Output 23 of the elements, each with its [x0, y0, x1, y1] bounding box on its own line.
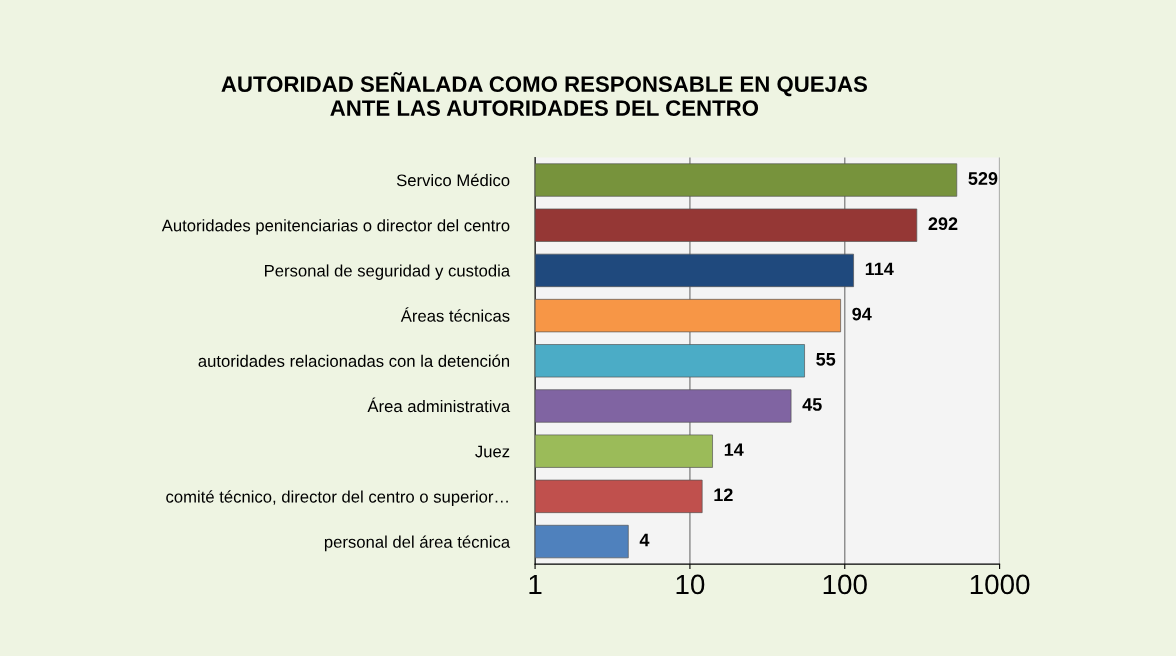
x-tick-label: 100 — [823, 574, 867, 595]
y-tick-label: Áreas técnicas — [400, 307, 510, 322]
y-tick-label: Servico Médico — [396, 173, 510, 187]
data-label: 4 — [639, 533, 650, 547]
y-tick-label: Personal de seguridad y custodia — [265, 264, 511, 280]
x-tick-label: 1 — [529, 574, 542, 595]
x-tick-label: 1000 — [970, 574, 1030, 595]
data-label: 94 — [852, 307, 872, 321]
x-tick-label: 10 — [676, 574, 705, 595]
data-label: 529 — [968, 172, 998, 185]
chart-title: AUTORIDAD SEÑALADA COMO RESPONSABLE EN QUEJAS ANTE LAS AUTORIDADES DEL CENTRO — [221, 72, 867, 116]
data-label: 292 — [928, 217, 958, 231]
data-label: 114 — [865, 262, 894, 276]
data-label: 14 — [724, 443, 744, 456]
y-tick-label: Juez — [475, 445, 510, 458]
y-tick-label: Área administrativa — [367, 397, 511, 413]
data-label: 55 — [816, 353, 836, 366]
y-tick-label: personal del área técnica — [324, 535, 511, 552]
y-tick-label: autoridades relacionadas con la detención — [198, 354, 510, 367]
data-label: 45 — [802, 398, 822, 411]
data-label: 12 — [714, 488, 733, 502]
y-tick-label: comité técnico, director del centro o superior… — [166, 490, 508, 506]
y-tick-label: Autoridades penitenciarias o director del centro — [161, 219, 510, 235]
